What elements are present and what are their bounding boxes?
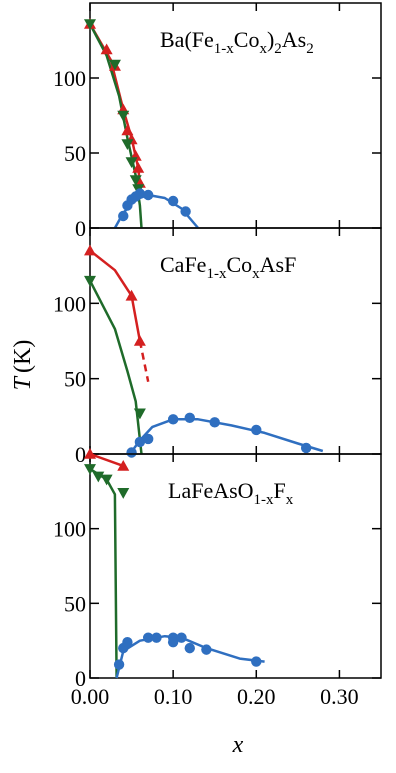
series-line-blue: [128, 418, 324, 455]
title-text: F: [274, 478, 286, 503]
data-point-triangle-down: [121, 139, 134, 150]
series-line-green: [88, 23, 143, 229]
title-text: Co: [226, 252, 252, 277]
data-point-circle: [176, 632, 187, 643]
data-point-circle: [143, 632, 154, 643]
data-point-circle: [122, 636, 133, 648]
data-point-triangle-up: [100, 43, 113, 55]
data-point-triangle-up: [117, 459, 130, 471]
data-point-circle: [113, 659, 125, 670]
title-subscript: 1-x: [206, 266, 226, 282]
y-tick-label: 100: [53, 517, 86, 542]
x-tick-label: 0.20: [237, 684, 276, 709]
y-tick-label: 50: [64, 367, 86, 392]
data-point-circle: [134, 436, 146, 448]
series-line-green: [88, 280, 143, 455]
y-tick-label: 50: [64, 591, 86, 616]
data-point-triangle-down: [84, 464, 96, 475]
data-point-circle: [184, 412, 195, 424]
title-text: ): [267, 27, 274, 52]
title-subscript: 2: [274, 41, 282, 57]
panel-title: CaFe1-xCoxAsF: [160, 252, 296, 282]
panel-frame: [89, 453, 382, 679]
panel-2: 0 50 100 CaFe1-xCoxAsF: [53, 227, 382, 467]
series-line-red: [138, 340, 150, 382]
y-tick-label: 100: [53, 66, 86, 91]
title-subscript: 1-x: [254, 492, 274, 508]
data-point-circle: [209, 417, 220, 428]
series-line-green: [89, 467, 118, 679]
series-line-red: [89, 249, 142, 342]
y-axis-label: T(K): [10, 340, 36, 391]
data-point-circle: [167, 195, 179, 207]
title-subscript: 2: [306, 41, 314, 57]
panel-title: LaFeAsO1-xFx: [168, 478, 294, 508]
data-point-circle: [126, 447, 137, 458]
title-text: AsF: [260, 252, 297, 277]
data-point-circle: [151, 632, 162, 643]
y-tick-label: 50: [64, 141, 86, 166]
data-point-triangle-down: [117, 488, 130, 499]
data-point-circle: [251, 424, 262, 436]
data-point-triangle-down: [117, 110, 130, 122]
title-text: As: [282, 27, 306, 52]
data-point-circle: [134, 188, 146, 199]
data-point-triangle-down: [92, 471, 105, 483]
data-point-triangle-down: [129, 175, 142, 186]
data-point-triangle-down: [108, 59, 121, 71]
data-point-circle: [143, 433, 154, 445]
data-point-circle: [143, 189, 154, 201]
data-point-triangle-down: [84, 275, 96, 287]
data-point-triangle-up: [84, 448, 96, 459]
title-subscript: x: [259, 41, 267, 57]
data-point-triangle-down: [125, 157, 138, 168]
x-tick-label: 0.10: [154, 684, 193, 709]
y-tick-label: 100: [53, 291, 86, 316]
title-subscript: 1-x: [214, 41, 234, 57]
title-text: CaFe: [160, 252, 206, 277]
data-point-triangle-down: [133, 408, 146, 420]
panel-3: 0 50 100 0.00 0.10 0.20 0.30 LaFeAsO1-xFx: [53, 448, 382, 709]
panels: 050100Ba(Fe1-xCox)2As2050100CaFe1-xCoxAs…: [53, 2, 382, 709]
panel-title: Ba(Fe1-xCox)2As2: [160, 27, 314, 57]
data-point-circle: [167, 414, 179, 425]
data-point-circle: [251, 656, 262, 667]
data-point-circle: [180, 206, 191, 217]
data-point-triangle-up: [133, 335, 146, 346]
y-tick-label: 0: [75, 216, 86, 241]
x-axis-label: x: [232, 732, 244, 758]
data-point-triangle-up: [121, 124, 134, 136]
series-line-blue: [115, 634, 265, 679]
y-tick-label: 0: [75, 442, 86, 467]
title-subscript: x: [286, 492, 294, 508]
data-point-triangle-up: [84, 244, 96, 256]
data-point-circle: [167, 636, 179, 648]
data-point-triangle-up: [125, 289, 138, 301]
data-point-circle: [300, 442, 312, 454]
title-text: LaFeAsO: [168, 478, 254, 503]
data-point-circle: [184, 642, 195, 654]
title-text: Co: [234, 27, 260, 52]
data-point-triangle-up: [132, 162, 145, 173]
title-subscript: x: [252, 266, 260, 282]
data-point-circle: [118, 210, 129, 222]
y-tick-label: 0: [75, 666, 86, 691]
data-point-triangle-down: [100, 474, 113, 486]
data-point-circle: [201, 644, 212, 655]
data-point-triangle-down: [84, 19, 96, 30]
series-line-red: [89, 452, 124, 468]
title-text: Ba(Fe: [160, 27, 214, 52]
x-tick-label: 0.30: [320, 684, 359, 709]
x-tick-label: 0.00: [71, 684, 110, 709]
